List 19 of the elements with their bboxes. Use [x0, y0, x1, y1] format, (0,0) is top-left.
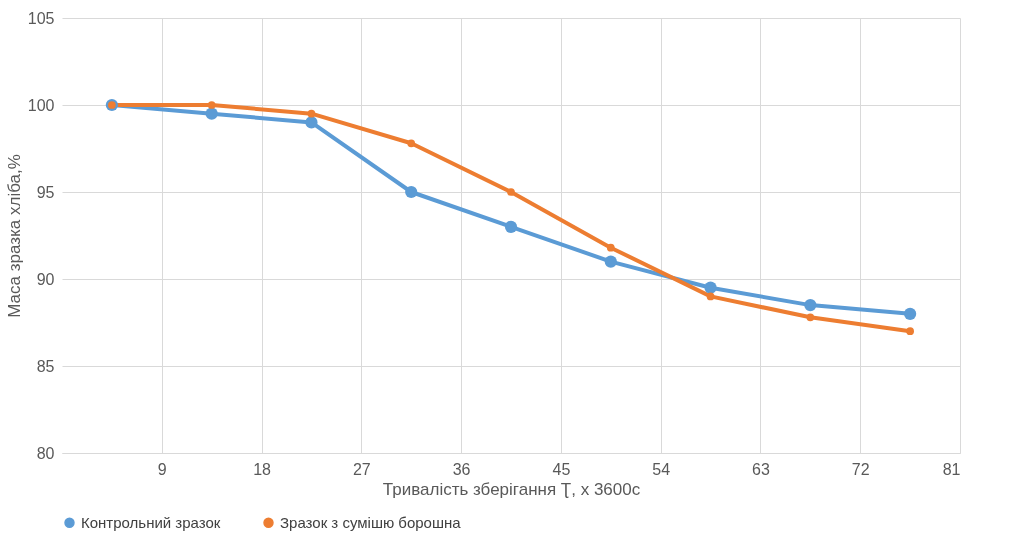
- y-tick-label: 105: [27, 9, 55, 27]
- x-tick-label: 45: [552, 460, 571, 478]
- y-tick-label: 95: [36, 183, 55, 201]
- x-tick-label: 72: [851, 460, 870, 478]
- y-axis-title: Маса зразка хліба,%: [4, 154, 24, 318]
- y-tick-label: 90: [36, 270, 55, 288]
- x-tick-label: 36: [452, 460, 471, 478]
- legend-label: Зразок з сумішю борошна: [280, 513, 462, 531]
- x-axis-title: Тривалість зберігання Ʈ, х 3600с: [382, 479, 641, 499]
- legend-label: Контрольний зразок: [81, 513, 221, 531]
- x-tick-label: 81: [942, 460, 961, 478]
- x-tick-label: 18: [253, 460, 272, 478]
- x-tick-label: 54: [652, 460, 671, 478]
- x-tick-label: 9: [157, 460, 167, 478]
- x-tick-label: 63: [752, 460, 770, 478]
- x-tick-label: 27: [352, 460, 371, 478]
- y-tick-label: 80: [36, 444, 55, 462]
- y-tick-label: 85: [36, 357, 55, 375]
- y-tick-label: 100: [27, 96, 55, 114]
